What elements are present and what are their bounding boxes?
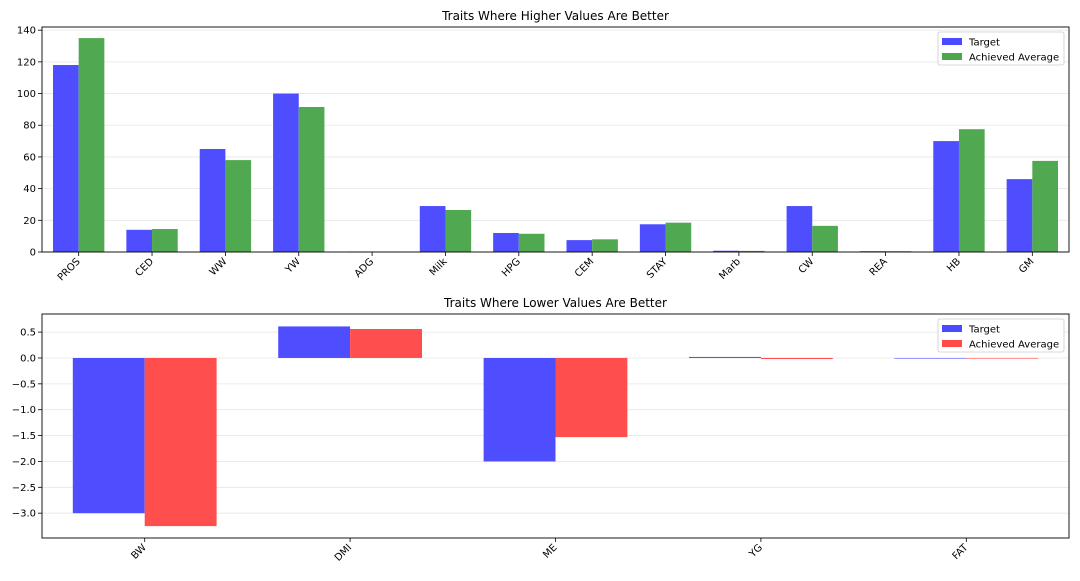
bar-target-milk <box>419 206 446 252</box>
bar-target-stay <box>639 224 666 252</box>
x-tick-label: YG <box>747 542 765 560</box>
legend-swatch-0 <box>942 325 962 332</box>
bar-achieved-hpg <box>518 233 545 252</box>
x-tick-label: PROS <box>56 256 83 283</box>
y-tick-label: 80 <box>23 121 36 132</box>
bar-target-hpg <box>493 232 519 252</box>
chart-panel-higher: Traits Where Higher Values Are Better 0 20… <box>17 9 1070 283</box>
bar-achieved-gm <box>1032 160 1058 252</box>
bar-achieved-cw <box>812 225 838 252</box>
legend: Target Achieved Average <box>937 31 1065 66</box>
x-tick-label: ADG <box>353 256 377 280</box>
bar-target-gm <box>1006 179 1033 252</box>
y-tick-label: 140 <box>17 26 36 37</box>
x-tick-label: CW <box>797 256 817 276</box>
y-tick-label: 40 <box>23 184 36 195</box>
legend-swatch-1 <box>942 53 962 60</box>
bar-achieved-stay <box>665 222 692 252</box>
x-tick-label: REA <box>868 256 890 278</box>
bar-achieved-dmi <box>350 329 422 358</box>
x-tick-label: HPG <box>500 256 523 279</box>
x-tick-label: YW <box>283 256 303 276</box>
legend-box <box>937 31 1065 66</box>
x-tick-label: HB <box>945 256 963 274</box>
bar-target-bw <box>72 357 145 514</box>
x-tick-label: WW <box>208 256 230 278</box>
legend-box <box>937 318 1065 353</box>
legend: Target Achieved Average <box>937 318 1065 353</box>
legend-label-1: Achieved Average <box>969 53 1059 64</box>
bar-achieved-bw <box>144 357 217 527</box>
x-tick-label: GM <box>1017 256 1036 275</box>
x-tick-label: CED <box>134 256 157 279</box>
y-tick-label: −1.0 <box>12 405 36 416</box>
legend-swatch-1 <box>942 340 962 347</box>
y-tick-label: 0.5 <box>20 328 36 339</box>
bar-achieved-yg <box>760 357 833 360</box>
chart-title: Traits Where Lower Values Are Better <box>443 296 667 310</box>
y-tick-label: −3.0 <box>12 509 36 520</box>
y-tick-label: 0 <box>30 248 36 259</box>
x-tick-label: STAY <box>645 256 670 281</box>
y-tick-label: 100 <box>17 89 36 100</box>
x-tick-label: ME <box>541 542 559 560</box>
bar-target-hb <box>933 141 959 252</box>
bar-target-yg <box>689 356 761 358</box>
bar-achieved-cem <box>592 239 618 252</box>
bar-achieved-fat <box>966 357 1039 359</box>
bar-target-fat <box>894 357 967 359</box>
bar-target-yw <box>273 93 299 253</box>
y-tick-label: 0.0 <box>20 353 36 364</box>
bar-target-pros <box>53 65 79 252</box>
y-tick-label: 120 <box>17 57 36 68</box>
bar-achieved-ced <box>152 229 178 252</box>
bar-target-me <box>483 357 556 462</box>
y-tick-label: −0.5 <box>12 379 36 390</box>
legend-label-1: Achieved Average <box>969 340 1059 351</box>
x-tick-label: Marb <box>717 256 743 282</box>
x-tick-label: DMI <box>333 542 354 563</box>
legend-label-0: Target <box>968 325 1000 336</box>
bar-achieved-yw <box>298 107 325 252</box>
y-tick-label: 20 <box>23 216 36 227</box>
bar-achieved-marb <box>738 250 765 252</box>
bar-achieved-me <box>555 357 628 438</box>
legend-label-0: Target <box>968 38 1000 49</box>
y-tick-label: −2.0 <box>12 457 36 468</box>
x-tick-label: CEM <box>573 256 596 279</box>
x-tick-label: BW <box>129 542 148 561</box>
x-tick-label: Milk <box>428 256 450 278</box>
bar-achieved-pros <box>78 38 105 252</box>
y-tick-label: −1.5 <box>12 431 36 442</box>
chart-panel-lower: Traits Where Lower Values Are Better 0.5 0… <box>12 296 1070 564</box>
chart-title: Traits Where Higher Values Are Better <box>441 9 669 23</box>
x-tick-label: FAT <box>951 542 971 562</box>
bar-achieved-hb <box>958 129 985 252</box>
bar-target-marb <box>713 250 739 252</box>
legend-swatch-0 <box>942 38 962 45</box>
bar-target-cem <box>566 240 593 252</box>
bar-target-dmi <box>278 326 351 358</box>
y-tick-label: −2.5 <box>12 483 36 494</box>
bar-target-ww <box>199 149 226 252</box>
bar-target-ced <box>126 229 153 252</box>
plot-frame <box>41 26 1070 253</box>
y-tick-label: 60 <box>23 152 36 163</box>
bar-target-cw <box>786 206 813 252</box>
bar-achieved-ww <box>225 160 252 252</box>
bar-achieved-milk <box>445 210 472 252</box>
